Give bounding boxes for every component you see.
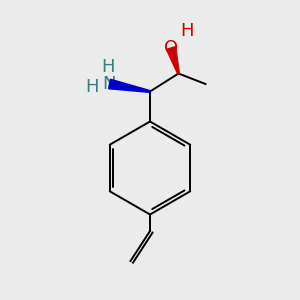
Text: N: N <box>103 75 116 93</box>
Text: H: H <box>101 58 115 76</box>
Polygon shape <box>109 79 150 92</box>
Polygon shape <box>167 46 179 74</box>
Text: H: H <box>85 78 99 96</box>
Text: H: H <box>181 22 194 40</box>
Text: O: O <box>164 39 178 57</box>
